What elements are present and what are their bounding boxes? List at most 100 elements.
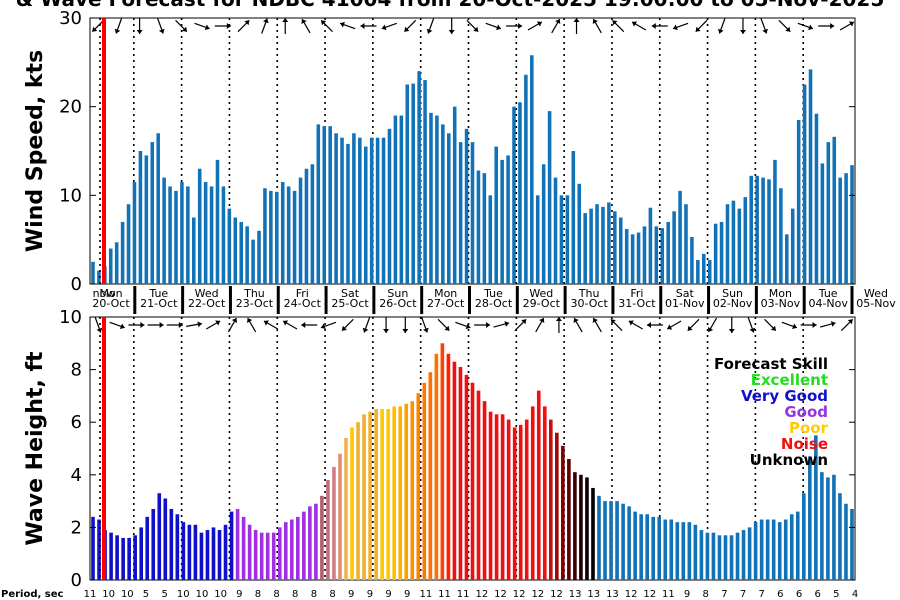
wind-direction-arrow [360, 23, 377, 29]
wave-bar [386, 409, 390, 580]
period-tick-label: 8 [255, 589, 261, 600]
wave-direction-arrow [628, 320, 643, 330]
wind-ytick-label: 20 [59, 97, 82, 118]
wave-bar [530, 406, 535, 580]
wind-bar [292, 190, 297, 284]
wave-bar [693, 524, 698, 580]
wave-bar [579, 474, 583, 580]
wave-bar [157, 493, 162, 580]
period-axis-label: Period, sec [1, 589, 64, 600]
wave-direction-arrow [227, 317, 238, 333]
period-tick-label: 12 [475, 589, 488, 600]
date-label: 03-Nov [761, 297, 801, 310]
wave-bar [181, 522, 186, 580]
arrow-head [830, 321, 836, 327]
wave-direction-arrow [573, 317, 583, 333]
period-tick-label: 7 [721, 589, 727, 600]
day-name-label: Sat [676, 287, 695, 300]
period-tick-label: 9 [367, 589, 373, 600]
wind-bar [690, 237, 694, 284]
arrow-head [592, 19, 598, 25]
wind-bar [565, 195, 570, 284]
wind-bar [844, 173, 848, 284]
arrow-head [342, 325, 347, 331]
wind-bar [749, 175, 753, 284]
wave-bar [308, 506, 312, 580]
wave-bar [717, 535, 722, 580]
wind-bar [435, 115, 439, 285]
wind-bar [850, 165, 854, 284]
arrow-head [247, 318, 253, 324]
wave-bar [832, 474, 836, 580]
wave-bar [452, 361, 457, 580]
wind-bar [654, 226, 659, 284]
period-tick-label: 13 [587, 589, 600, 600]
arrow-head [695, 26, 701, 32]
wind-bar [162, 177, 166, 284]
day-name-label: Tue [483, 287, 503, 300]
wind-direction-arrow [818, 23, 835, 29]
date-label: 04-Nov [808, 297, 848, 310]
wave-bar [368, 411, 372, 580]
wind-bar [245, 226, 249, 284]
period-tick-label: 8 [329, 589, 335, 600]
day-name-label: Fri [630, 287, 643, 300]
wind-direction-arrow [631, 21, 647, 31]
wind-bar [684, 204, 688, 284]
wave-bar [729, 535, 734, 580]
wave-bar [314, 503, 318, 580]
wind-direction-arrow [237, 19, 250, 33]
period-tick-label: 9 [385, 589, 391, 600]
wind-bar [838, 177, 842, 284]
wind-bar [512, 106, 516, 285]
wave-bar [271, 532, 276, 580]
wave-bar [223, 524, 228, 580]
wind-bar [346, 143, 350, 284]
wind-bar [702, 253, 706, 284]
wind-direction-arrow [320, 19, 333, 33]
wind-bar [114, 242, 119, 284]
arrow-head [321, 20, 327, 26]
wave-direction-arrow [109, 321, 125, 330]
wave-ylabel: Wave Height, ft [23, 351, 48, 546]
wind-bar [524, 74, 528, 284]
wave-bar [217, 530, 222, 580]
day-name-label: Fri [296, 287, 309, 300]
period-tick-label: 8 [273, 589, 279, 600]
wave-bar [374, 409, 378, 580]
arrow-head [402, 329, 409, 333]
period-tick-label: 7 [740, 589, 746, 600]
wind-bar [648, 207, 653, 284]
wind-bar [678, 190, 682, 284]
wind-bar [304, 168, 309, 284]
wind-bar [126, 204, 131, 284]
date-label: 05-Nov [856, 297, 896, 310]
arrow-head [381, 24, 387, 31]
wind-bar [447, 133, 451, 284]
wind-bar [286, 186, 291, 284]
wave-direction-arrow [666, 320, 682, 330]
wind-direction-arrow [194, 22, 210, 31]
period-tick-label: 12 [494, 589, 507, 600]
wave-bar [753, 522, 758, 580]
period-tick-label: 8 [311, 589, 317, 600]
wave-bar [283, 522, 288, 580]
wave-bar [591, 487, 595, 580]
wave-bar [494, 414, 499, 580]
wave-bar [127, 537, 131, 580]
wind-bar [132, 182, 137, 284]
wave-bar [669, 519, 674, 580]
wind-bar [796, 119, 801, 284]
period-tick-label: 5 [143, 589, 149, 600]
wave-bar [326, 480, 330, 580]
wave-direction-arrow [840, 318, 854, 332]
wind-bar [785, 234, 789, 284]
wave-bar [434, 353, 439, 580]
wind-bar [399, 115, 404, 285]
wave-bar [338, 453, 342, 580]
arrow-head [808, 24, 813, 31]
wind-bar [328, 126, 332, 284]
wind-direction-arrow [136, 18, 143, 34]
wind-direction-arrow [612, 19, 625, 33]
wind-bar [636, 232, 641, 284]
